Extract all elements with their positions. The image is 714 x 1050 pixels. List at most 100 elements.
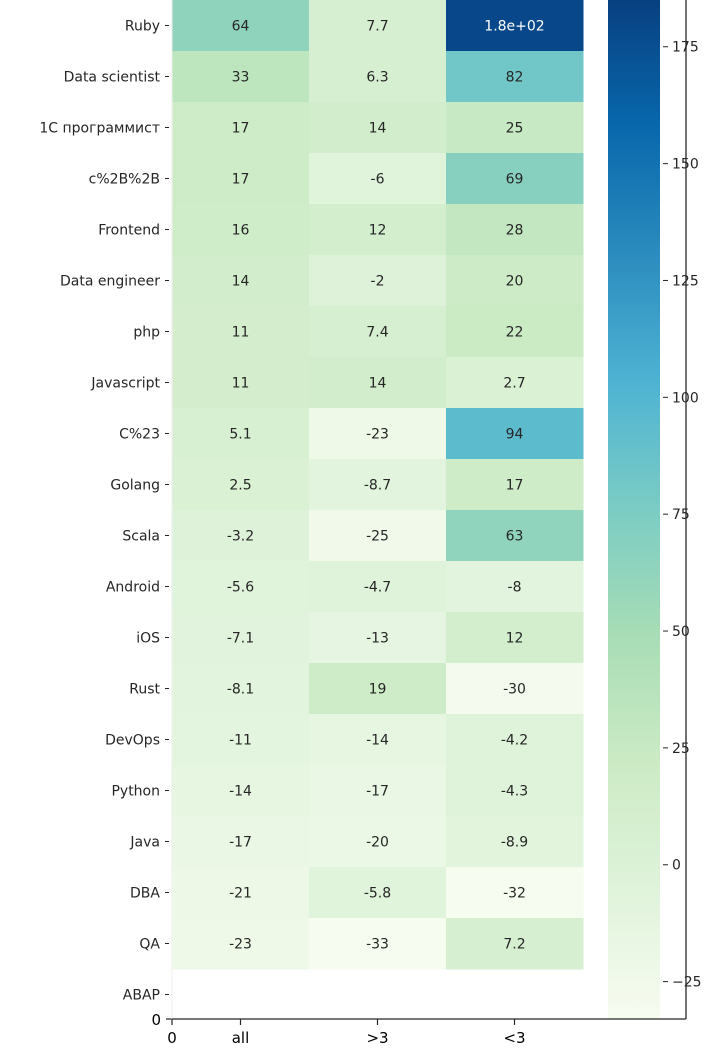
heatmap-cell bbox=[172, 102, 310, 154]
cell-annotation: -4.2 bbox=[501, 733, 528, 749]
heatmap-cell bbox=[172, 561, 310, 613]
heatmap-cell bbox=[446, 102, 584, 154]
cell-annotation: -5.6 bbox=[227, 580, 254, 596]
cell-annotation: 5.1 bbox=[229, 427, 251, 443]
cell-annotation: -25 bbox=[366, 529, 389, 545]
cell-annotation: 14 bbox=[232, 274, 250, 290]
heatmap-cell bbox=[172, 0, 310, 52]
x-tick-label: >3 bbox=[366, 1029, 388, 1047]
x-tick-label: <3 bbox=[503, 1029, 525, 1047]
colorbar-gradient bbox=[608, 0, 660, 1019]
heatmap-cell bbox=[446, 255, 584, 307]
heatmap-cell bbox=[446, 510, 584, 562]
cell-annotations: 64 7.7 1.8e+02 33 6.3 82 17 14 25 17 -6 69 16 12 28 14 -… bbox=[227, 19, 545, 953]
y-tick-label: Rust bbox=[129, 682, 160, 698]
x-axis-ticks: 00 all >3 <3 bbox=[151, 1011, 525, 1047]
colorbar-tick-label: 25 bbox=[672, 741, 690, 757]
heatmap-cell bbox=[446, 765, 584, 817]
cell-annotation: 64 bbox=[232, 19, 250, 35]
cell-annotation: 12 bbox=[506, 631, 524, 647]
cell-annotation: -8.7 bbox=[364, 478, 391, 494]
cell-annotation: 11 bbox=[232, 325, 250, 341]
heatmap-cell bbox=[309, 561, 447, 613]
cell-annotation: 19 bbox=[369, 682, 387, 698]
heatmap-cell bbox=[446, 408, 584, 460]
y-tick-label: 1С программист bbox=[39, 121, 160, 137]
cell-annotation: -33 bbox=[366, 937, 389, 953]
heatmap-cell bbox=[446, 918, 584, 970]
heatmap-cell bbox=[446, 561, 584, 613]
y-tick-label: Android bbox=[106, 580, 160, 596]
cell-annotation: 17 bbox=[506, 478, 524, 494]
heatmap-cell bbox=[309, 510, 447, 562]
heatmap-cell bbox=[309, 867, 447, 919]
heatmap-cell bbox=[446, 204, 584, 256]
heatmap-cell bbox=[309, 663, 447, 715]
cell-annotation: -32 bbox=[503, 886, 526, 902]
y-tick-label: C%23 bbox=[119, 427, 160, 443]
cell-annotation: 28 bbox=[506, 223, 524, 239]
cell-annotation: -17 bbox=[229, 835, 252, 851]
heatmap-cell bbox=[172, 765, 310, 817]
y-tick-label: Scala bbox=[122, 529, 160, 545]
cell-annotation: 17 bbox=[232, 172, 250, 188]
y-origin-label: 0 bbox=[151, 1011, 161, 1029]
cell-annotation: 33 bbox=[232, 70, 250, 86]
y-tick-label: Ruby bbox=[125, 19, 160, 35]
cell-annotation: 63 bbox=[506, 529, 524, 545]
cell-annotation: 7.7 bbox=[366, 19, 388, 35]
cell-annotation: 94 bbox=[506, 427, 524, 443]
heatmap-cell bbox=[446, 0, 584, 52]
y-tick-label: c%2B%2B bbox=[89, 172, 160, 188]
heatmap-cell bbox=[446, 867, 584, 919]
heatmap-cell bbox=[172, 612, 310, 664]
cell-annotation: 20 bbox=[506, 274, 524, 290]
heatmap-cell bbox=[172, 306, 310, 358]
cell-annotation: -20 bbox=[366, 835, 389, 851]
heatmap-cell bbox=[172, 357, 310, 409]
cell-annotation: -11 bbox=[229, 733, 252, 749]
cell-annotation: -3.2 bbox=[227, 529, 254, 545]
cell-annotation: 82 bbox=[506, 70, 524, 86]
heatmap-cell bbox=[446, 816, 584, 868]
x-tick-label: 0 bbox=[167, 1029, 177, 1047]
y-tick-label: Python bbox=[111, 784, 160, 800]
heatmap-cell bbox=[309, 612, 447, 664]
cell-annotation: -23 bbox=[366, 427, 389, 443]
cell-annotation: -5.8 bbox=[364, 886, 391, 902]
cell-annotation: -14 bbox=[366, 733, 389, 749]
cell-annotation: 25 bbox=[506, 121, 524, 137]
heatmap-cell bbox=[309, 153, 447, 205]
heatmap-cell bbox=[309, 306, 447, 358]
cell-annotation: 17 bbox=[232, 121, 250, 137]
y-axis-ticks: Ruby Data scientist 1С программист c%2B%2B F… bbox=[39, 19, 169, 1004]
heatmap-cell bbox=[172, 459, 310, 511]
heatmap-cell bbox=[172, 867, 310, 919]
heatmap-cell bbox=[309, 459, 447, 511]
y-tick-label: iOS bbox=[136, 631, 160, 647]
cell-annotation: -23 bbox=[229, 937, 252, 953]
cell-annotation: 7.2 bbox=[503, 937, 525, 953]
heatmap-cell bbox=[446, 663, 584, 715]
cell-annotation: 22 bbox=[506, 325, 524, 341]
heatmap-cell bbox=[446, 357, 584, 409]
cell-annotation: -4.7 bbox=[364, 580, 391, 596]
heatmap-cell bbox=[446, 153, 584, 205]
cell-annotation: -8.9 bbox=[501, 835, 528, 851]
cell-annotation: -8 bbox=[508, 580, 522, 596]
cell-annotation: 12 bbox=[369, 223, 387, 239]
cell-annotation: -7.1 bbox=[227, 631, 254, 647]
cell-annotation: -17 bbox=[366, 784, 389, 800]
y-tick-label: Javascript bbox=[90, 376, 160, 392]
heatmap-cell bbox=[446, 459, 584, 511]
cell-annotation: 16 bbox=[232, 223, 250, 239]
y-tick-label: DBA bbox=[130, 886, 160, 902]
heatmap-cell bbox=[446, 51, 584, 103]
cell-annotation: 1.8e+02 bbox=[484, 19, 544, 35]
cell-annotation: 7.4 bbox=[366, 325, 388, 341]
heatmap-cell bbox=[309, 357, 447, 409]
cell-annotation: -30 bbox=[503, 682, 526, 698]
colorbar-tick-label: 0 bbox=[672, 858, 681, 874]
heatmap-cell bbox=[172, 255, 310, 307]
y-tick-label: Frontend bbox=[98, 223, 160, 239]
